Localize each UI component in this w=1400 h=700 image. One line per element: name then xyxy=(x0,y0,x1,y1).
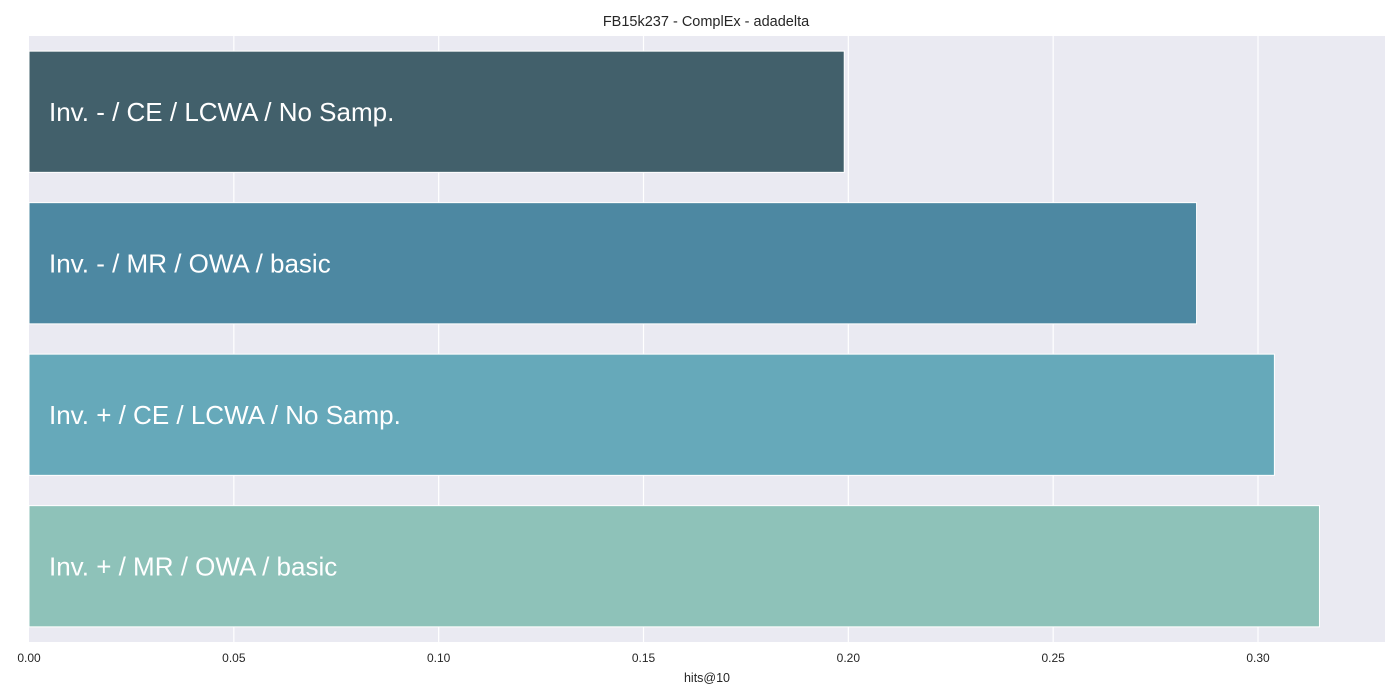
bar-label: Inv. + / MR / OWA / basic xyxy=(49,551,337,581)
x-axis-ticks: 0.00 0.05 0.10 0.15 0.20 0.25 0.30 xyxy=(17,651,1270,665)
bars: Inv. - / CE / LCWA / No Samp. Inv. - / MR… xyxy=(28,50,1320,628)
bar xyxy=(28,505,1320,628)
x-tick-label: 0.20 xyxy=(837,651,861,665)
x-tick-label: 0.10 xyxy=(427,651,451,665)
bar-label: Inv. - / CE / LCWA / No Samp. xyxy=(49,97,394,127)
bar-label: Inv. + / CE / LCWA / No Samp. xyxy=(49,400,401,430)
x-tick-label: 0.30 xyxy=(1246,651,1270,665)
chart-title: FB15k237 - ComplEx - adadelta xyxy=(603,14,810,30)
x-tick-label: 0.25 xyxy=(1041,651,1065,665)
bar xyxy=(28,353,1275,476)
bar xyxy=(28,202,1198,325)
x-tick-label: 0.15 xyxy=(632,651,656,665)
x-tick-label: 0.05 xyxy=(222,651,246,665)
bar xyxy=(28,50,845,173)
x-tick-label: 0.00 xyxy=(17,651,41,665)
x-axis-label: hits@10 xyxy=(684,671,730,685)
bar-label: Inv. - / MR / OWA / basic xyxy=(49,248,331,278)
